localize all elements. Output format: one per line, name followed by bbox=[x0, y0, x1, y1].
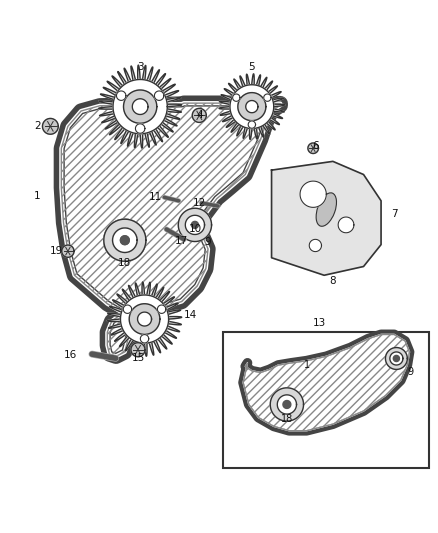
Polygon shape bbox=[138, 312, 152, 326]
Polygon shape bbox=[309, 239, 321, 252]
Text: 7: 7 bbox=[391, 209, 398, 219]
Text: 17: 17 bbox=[175, 236, 188, 246]
Text: 3: 3 bbox=[137, 62, 144, 72]
Polygon shape bbox=[131, 343, 145, 357]
Polygon shape bbox=[132, 99, 148, 115]
Polygon shape bbox=[129, 304, 160, 334]
Text: 15: 15 bbox=[131, 353, 145, 362]
Polygon shape bbox=[42, 118, 58, 134]
Text: 11: 11 bbox=[149, 192, 162, 203]
Polygon shape bbox=[113, 228, 137, 253]
Polygon shape bbox=[264, 94, 271, 101]
Polygon shape bbox=[105, 228, 131, 247]
Polygon shape bbox=[120, 236, 129, 245]
Polygon shape bbox=[123, 305, 132, 313]
Polygon shape bbox=[233, 94, 240, 101]
Polygon shape bbox=[113, 79, 167, 134]
Text: 8: 8 bbox=[329, 276, 336, 286]
Polygon shape bbox=[117, 91, 126, 100]
Polygon shape bbox=[283, 400, 291, 408]
Polygon shape bbox=[140, 335, 149, 343]
Polygon shape bbox=[338, 217, 354, 233]
Ellipse shape bbox=[316, 193, 336, 227]
Polygon shape bbox=[124, 90, 157, 123]
Polygon shape bbox=[178, 208, 212, 241]
Polygon shape bbox=[104, 219, 146, 261]
Polygon shape bbox=[248, 121, 255, 128]
Text: 18: 18 bbox=[118, 258, 131, 268]
Text: 2: 2 bbox=[34, 122, 41, 131]
Text: 1: 1 bbox=[304, 360, 310, 370]
Text: 9: 9 bbox=[408, 367, 414, 377]
Polygon shape bbox=[99, 65, 182, 148]
Polygon shape bbox=[113, 228, 137, 253]
Text: 18: 18 bbox=[281, 414, 293, 424]
Polygon shape bbox=[385, 348, 407, 369]
Polygon shape bbox=[300, 181, 326, 207]
Text: 14: 14 bbox=[184, 310, 197, 320]
Polygon shape bbox=[107, 282, 182, 356]
Polygon shape bbox=[104, 219, 146, 261]
PathPatch shape bbox=[61, 103, 280, 356]
Polygon shape bbox=[390, 352, 403, 365]
Polygon shape bbox=[62, 245, 74, 257]
Polygon shape bbox=[246, 101, 258, 113]
Polygon shape bbox=[157, 305, 166, 313]
Text: 5: 5 bbox=[248, 62, 255, 72]
Text: 13: 13 bbox=[313, 318, 326, 328]
Polygon shape bbox=[191, 221, 198, 229]
Bar bbox=[223, 332, 429, 468]
Polygon shape bbox=[219, 74, 285, 140]
Text: 12: 12 bbox=[193, 198, 206, 208]
Text: 16: 16 bbox=[64, 350, 77, 360]
Polygon shape bbox=[192, 108, 206, 123]
Polygon shape bbox=[230, 85, 274, 128]
Polygon shape bbox=[308, 143, 318, 154]
Polygon shape bbox=[120, 236, 129, 245]
Polygon shape bbox=[155, 91, 164, 100]
Polygon shape bbox=[185, 215, 205, 235]
Text: 9: 9 bbox=[205, 237, 212, 247]
Text: 4: 4 bbox=[196, 110, 203, 120]
Polygon shape bbox=[393, 356, 399, 361]
Text: 10: 10 bbox=[188, 224, 201, 235]
Polygon shape bbox=[272, 161, 381, 275]
Polygon shape bbox=[277, 395, 297, 414]
Polygon shape bbox=[270, 388, 304, 421]
PathPatch shape bbox=[243, 334, 410, 431]
Text: 1: 1 bbox=[34, 191, 41, 201]
Polygon shape bbox=[135, 124, 145, 133]
Polygon shape bbox=[238, 93, 266, 120]
Text: 6: 6 bbox=[312, 141, 319, 151]
Polygon shape bbox=[120, 295, 169, 343]
Text: 19: 19 bbox=[49, 246, 63, 256]
